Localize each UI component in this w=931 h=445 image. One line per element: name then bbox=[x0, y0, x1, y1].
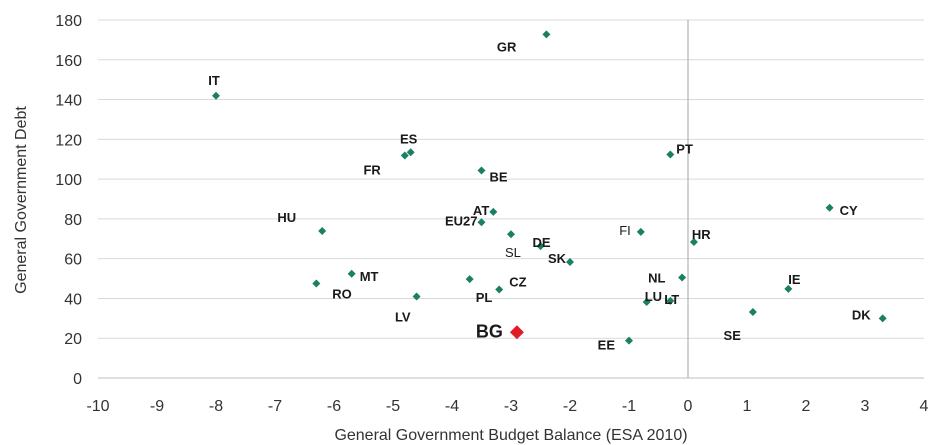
point-label: DE bbox=[533, 235, 551, 250]
x-tick-label: -6 bbox=[327, 398, 341, 415]
x-tick-label: 0 bbox=[684, 398, 693, 415]
point-label: PT bbox=[676, 141, 693, 156]
x-tick-label: -5 bbox=[386, 398, 400, 415]
point-label: FI bbox=[619, 223, 631, 238]
x-axis-title: General Government Budget Balance (ESA 2… bbox=[334, 427, 687, 444]
scatter-point bbox=[477, 218, 486, 227]
scatter-point bbox=[477, 166, 486, 175]
point-label: PL bbox=[476, 290, 493, 305]
scatter-point bbox=[689, 237, 698, 246]
scatter-point bbox=[878, 314, 887, 323]
y-tick-label: 60 bbox=[64, 252, 82, 269]
point-label: BE bbox=[490, 170, 508, 185]
point-label: EU27 bbox=[445, 213, 478, 228]
y-tick-label: 80 bbox=[64, 212, 82, 229]
scatter-point bbox=[666, 150, 675, 159]
scatter-point bbox=[465, 275, 474, 284]
x-tick-label: -9 bbox=[150, 398, 164, 415]
point-label: DK bbox=[852, 307, 871, 322]
x-tick-label: 3 bbox=[861, 398, 870, 415]
point-label: BG bbox=[476, 321, 503, 341]
point-label: SK bbox=[548, 251, 567, 266]
scatter-point bbox=[412, 292, 421, 301]
scatter-point bbox=[748, 307, 757, 316]
point-label: HU bbox=[277, 210, 296, 225]
scatter-point bbox=[212, 91, 220, 100]
point-label: LT bbox=[664, 292, 679, 307]
y-tick-label: 140 bbox=[55, 93, 82, 110]
point-label: LV bbox=[395, 309, 411, 324]
point-label: LU bbox=[645, 289, 662, 304]
point-label: AT bbox=[473, 203, 489, 218]
point-label: SE bbox=[724, 328, 742, 343]
point-label: IT bbox=[208, 73, 220, 88]
y-tick-label: 20 bbox=[64, 331, 82, 348]
point-label: RO bbox=[332, 287, 352, 302]
point-label: FR bbox=[363, 162, 381, 177]
point-label: HR bbox=[692, 227, 711, 242]
y-axis-ticks: 0 20 40 60 80 100 120 140 160 180 bbox=[55, 13, 82, 388]
scatter-point bbox=[489, 207, 498, 216]
point-label: CY bbox=[840, 203, 858, 218]
scatter-point bbox=[678, 273, 687, 282]
scatter-point bbox=[507, 230, 515, 239]
scatter-point bbox=[566, 258, 574, 267]
point-label: NL bbox=[648, 271, 665, 286]
x-axis-ticks: -10 -9 -8 -7 -6 -5 -4 -3 -2 -1 0 1 2 3 4 bbox=[86, 398, 928, 415]
scatter-point bbox=[347, 269, 356, 278]
point-label: CZ bbox=[509, 274, 526, 289]
point-label: GR bbox=[497, 39, 517, 54]
scatter-point bbox=[536, 242, 545, 251]
x-tick-label: 1 bbox=[743, 398, 752, 415]
x-tick-label: -8 bbox=[209, 398, 223, 415]
scatter-point bbox=[318, 227, 327, 236]
data-points bbox=[212, 30, 887, 345]
scatter-point bbox=[825, 203, 834, 212]
x-tick-label: 2 bbox=[802, 398, 811, 415]
point-label: ES bbox=[400, 131, 418, 146]
x-tick-label: -4 bbox=[445, 398, 459, 415]
x-tick-label: -10 bbox=[86, 398, 109, 415]
scatter-point bbox=[784, 284, 793, 293]
y-tick-label: 120 bbox=[55, 132, 82, 149]
point-label: MT bbox=[360, 269, 379, 284]
x-tick-label: -3 bbox=[504, 398, 518, 415]
scatter-point bbox=[666, 296, 675, 305]
scatter-point bbox=[400, 151, 409, 160]
scatter-point bbox=[636, 227, 645, 236]
y-tick-label: 100 bbox=[55, 172, 82, 189]
point-label: SL bbox=[505, 245, 521, 260]
point-label: IE bbox=[788, 272, 801, 287]
y-tick-label: 160 bbox=[55, 53, 82, 70]
x-tick-label: -2 bbox=[563, 398, 577, 415]
scatter-point bbox=[312, 279, 321, 288]
x-tick-label: -1 bbox=[622, 398, 636, 415]
scatter-point bbox=[406, 148, 415, 157]
scatter-point bbox=[542, 30, 551, 39]
y-tick-label: 40 bbox=[64, 291, 82, 308]
y-tick-label: 180 bbox=[55, 13, 82, 30]
scatter-point bbox=[625, 336, 633, 345]
grid-lines bbox=[98, 19, 924, 379]
y-axis-title: General Government Debt bbox=[13, 106, 30, 294]
scatter-point bbox=[495, 285, 504, 294]
scatter-point bbox=[509, 325, 524, 340]
point-label: EE bbox=[598, 338, 616, 353]
x-tick-label: 4 bbox=[920, 398, 929, 415]
x-tick-label: -7 bbox=[268, 398, 282, 415]
y-tick-label: 0 bbox=[73, 371, 82, 388]
scatter-point bbox=[642, 298, 651, 307]
